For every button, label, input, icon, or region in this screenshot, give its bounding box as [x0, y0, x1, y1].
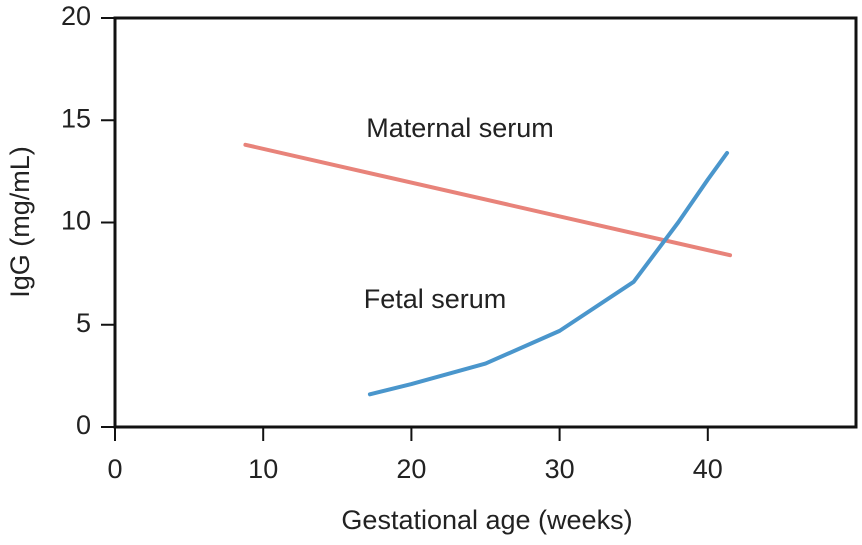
- x-tick-label: 20: [396, 454, 426, 484]
- y-tick-label: 15: [61, 103, 91, 133]
- series-label: Maternal serum: [366, 113, 554, 143]
- series-line: [243, 142, 733, 258]
- x-tick-label: 40: [693, 454, 723, 484]
- x-tick-label: 0: [107, 454, 122, 484]
- x-axis-label: Gestational age (weeks): [341, 505, 632, 535]
- x-tick-label: 10: [248, 454, 278, 484]
- y-tick-label: 10: [61, 206, 91, 236]
- series-line: [367, 150, 730, 397]
- y-tick-label: 0: [76, 410, 91, 440]
- x-tick-label: 30: [545, 454, 575, 484]
- series-label: Fetal serum: [364, 284, 507, 314]
- y-tick-label: 20: [61, 1, 91, 31]
- y-tick-label: 5: [76, 308, 91, 338]
- y-axis-label: IgG (mg/mL): [5, 146, 35, 298]
